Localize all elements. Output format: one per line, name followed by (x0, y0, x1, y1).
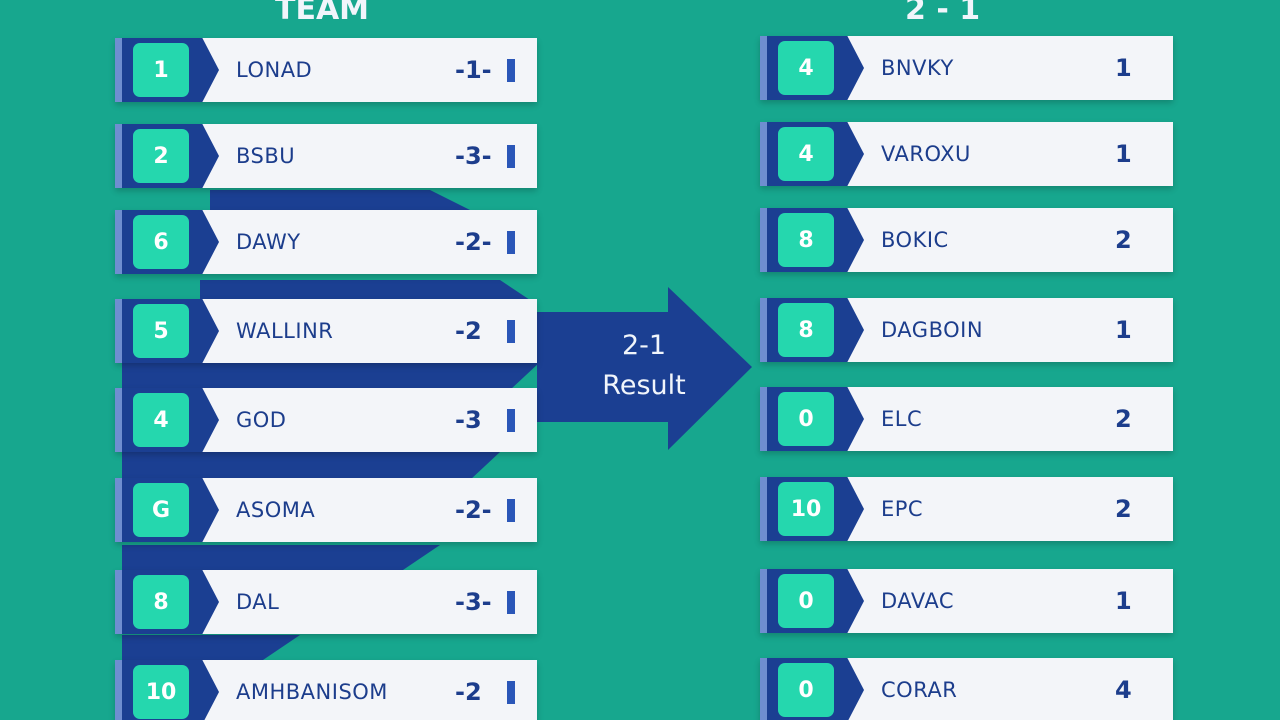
table-row: 4 GOD -3 (115, 388, 537, 452)
table-row: 2 BSBU -3- (115, 124, 537, 188)
score: -1- (455, 56, 492, 84)
team-name: WALLINR (236, 319, 334, 343)
rank-badge: 4 (778, 127, 834, 181)
rank-badge: 6 (133, 215, 189, 269)
rank-badge: 0 (778, 663, 834, 717)
team-name: EPC (881, 497, 924, 521)
left-title: TEAM (275, 0, 370, 27)
score: 1 (1115, 316, 1132, 344)
team-name: AMHBANISOM (236, 680, 388, 704)
score: -3- (455, 588, 492, 616)
score: 1 (1115, 587, 1132, 615)
rank-badge: 8 (133, 575, 189, 629)
score: -2 (455, 678, 482, 706)
team-name: BSBU (236, 144, 296, 168)
table-row: 8 BOKIC 2 (760, 208, 1173, 272)
score-bar (507, 145, 515, 168)
rank-badge: 1 (133, 43, 189, 97)
rank-badge: 8 (778, 303, 834, 357)
result-arrow (537, 287, 752, 450)
rank-badge: 10 (778, 482, 834, 536)
team-name: BNVKY (881, 56, 954, 80)
table-row: 0 CORAR 4 (760, 658, 1173, 720)
table-row: 1 LONAD -1- (115, 38, 537, 102)
team-name: ELC (881, 407, 923, 431)
team-name: DAWY (236, 230, 301, 254)
team-name: DAVAC (881, 589, 955, 613)
team-name: GOD (236, 408, 287, 432)
score: -3- (455, 142, 492, 170)
score: 2 (1115, 495, 1132, 523)
table-row: 8 DAL -3- (115, 570, 537, 634)
team-name: LONAD (236, 58, 313, 82)
score: 2 (1115, 226, 1132, 254)
table-row: 0 ELC 2 (760, 387, 1173, 451)
table-row: 5 WALLINR -2 (115, 299, 537, 363)
team-name: CORAR (881, 678, 958, 702)
table-row: 0 DAVAC 1 (760, 569, 1173, 633)
score-bar (507, 499, 515, 522)
score-bar (507, 409, 515, 432)
score: 1 (1115, 54, 1132, 82)
right-title: 2 - 1 (905, 0, 981, 27)
team-name: DAGBOIN (881, 318, 984, 342)
score-bar (507, 59, 515, 82)
table-row: 10 EPC 2 (760, 477, 1173, 541)
rank-badge: 2 (133, 129, 189, 183)
rank-badge: 5 (133, 304, 189, 358)
score: -2- (455, 496, 492, 524)
table-row: 4 VAROXU 1 (760, 122, 1173, 186)
score-bar (507, 320, 515, 343)
team-name: DAL (236, 590, 280, 614)
rank-badge: 8 (778, 213, 834, 267)
score-bar (507, 681, 515, 704)
table-row: G ASOMA -2- (115, 478, 537, 542)
score-bar (507, 591, 515, 614)
table-row: 6 DAWY -2- (115, 210, 537, 274)
score-bar (507, 231, 515, 254)
team-name: BOKIC (881, 228, 949, 252)
rank-badge: 0 (778, 574, 834, 628)
score: 2 (1115, 405, 1132, 433)
rank-badge: 4 (133, 393, 189, 447)
score: -3 (455, 406, 482, 434)
rank-badge: G (133, 483, 189, 537)
team-name: ASOMA (236, 498, 316, 522)
table-row: 4 BNVKY 1 (760, 36, 1173, 100)
rank-badge: 10 (133, 665, 189, 719)
score: 1 (1115, 140, 1132, 168)
arrow-label: Result (602, 370, 686, 401)
arrow-score: 2-1 (621, 330, 667, 361)
team-name: VAROXU (881, 142, 971, 166)
score: -2 (455, 317, 482, 345)
table-row: 8 DAGBOIN 1 (760, 298, 1173, 362)
rank-badge: 0 (778, 392, 834, 446)
table-row: 10 AMHBANISOM -2 (115, 660, 537, 720)
score: -2- (455, 228, 492, 256)
score: 4 (1115, 676, 1132, 704)
rank-badge: 4 (778, 41, 834, 95)
